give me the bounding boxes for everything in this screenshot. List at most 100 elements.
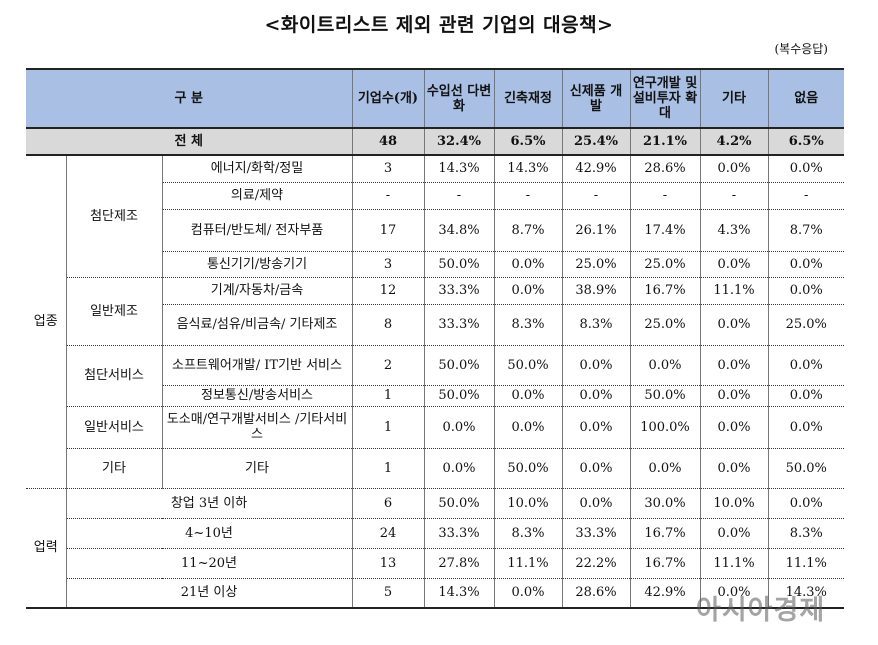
table-cell: 0.0% — [423, 448, 494, 489]
table-cell: 26.1% — [561, 209, 630, 252]
table-cell: 8.7% — [767, 209, 844, 252]
row-label: 4~10년 — [66, 518, 352, 549]
subgroup-advanced-manufacturing: 첨단제조 — [66, 155, 163, 278]
table-cell: 6 — [351, 488, 424, 519]
table-cell: 42.9% — [629, 578, 700, 609]
table-cell: - — [699, 182, 768, 210]
row-label: 기타 — [162, 448, 352, 489]
table-cell: 0.0% — [699, 518, 768, 549]
row-label: 11~20년 — [66, 548, 352, 579]
table-cell: 0.0% — [767, 277, 844, 305]
table-cell: 8 — [351, 304, 424, 346]
table-cell: 11.1% — [699, 277, 768, 305]
table-cell: 0.0% — [699, 155, 768, 183]
header-company-count: 기업수(개) — [351, 68, 424, 129]
subgroup-general-manufacturing: 일반제조 — [66, 277, 163, 346]
row-label: 음식료/섬유/비금속/ 기타제조 — [162, 304, 352, 346]
table-cell: 14.3% — [423, 155, 494, 183]
table-cell: - — [423, 182, 494, 210]
total-row: 전 체 48 32.4% 6.5% 25.4% 21.1% 4.2% 6.5% — [26, 128, 844, 156]
unit-note: (복수응답) — [774, 42, 828, 56]
table-cell: 0.0% — [699, 251, 768, 278]
table-cell: 16.7% — [629, 548, 700, 579]
table-cell: - — [767, 182, 844, 210]
table-cell: 25.0% — [629, 251, 700, 278]
table-cell: 8.3% — [561, 304, 630, 346]
table-cell: 11.1% — [767, 548, 844, 579]
table-cell: 0.0% — [699, 448, 768, 489]
table-cell: 50.0% — [423, 251, 494, 278]
table-cell: 1 — [351, 448, 424, 489]
table-cell: 4.2% — [699, 128, 768, 156]
table-cell: 0.0% — [767, 155, 844, 183]
table-row: 업력 창업 3년 이하 6 50.0% 10.0% 0.0% 30.0% 10.… — [26, 488, 844, 609]
table-cell: 0.0% — [493, 251, 562, 278]
table-cell: 8.3% — [493, 518, 562, 549]
table-cell: 0.0% — [767, 345, 844, 386]
table-cell: 14.3% — [423, 578, 494, 609]
group-history: 업력 — [26, 488, 67, 609]
table-cell: 0.0% — [493, 578, 562, 609]
table-cell: 30.0% — [629, 488, 700, 519]
table-cell: 8.7% — [493, 209, 562, 252]
row-label: 통신기기/방송기기 — [162, 251, 352, 278]
table-cell: 16.7% — [629, 277, 700, 305]
table-row: 11~20년 13 27.8% 11.1% 22.2% 16.7% 11.1% … — [26, 548, 844, 579]
table-cell: 38.9% — [561, 277, 630, 305]
table-cell: 33.3% — [423, 277, 494, 305]
table-cell: 21.1% — [629, 128, 700, 156]
table-cell: 6.5% — [493, 128, 562, 156]
table-cell: 0.0% — [629, 448, 700, 489]
table-cell: 25.0% — [629, 304, 700, 346]
table-cell: 11.1% — [699, 548, 768, 579]
subgroup-other: 기타 — [66, 448, 163, 489]
table-cell: 14.3% — [767, 578, 844, 609]
table-cell: 50.0% — [423, 385, 494, 407]
header-rnd-investment: 연구개발 및 설비투자 확대 — [629, 68, 700, 129]
header-other: 기타 — [699, 68, 768, 129]
group-industry: 업종 — [26, 155, 67, 489]
table-row: 정보통신/방송서비스 1 50.0% 0.0% 0.0% 50.0% 0.0% … — [26, 385, 844, 407]
subgroup-advanced-services: 첨단서비스 — [66, 345, 163, 407]
table-cell: 0.0% — [561, 406, 630, 449]
table-cell: 6.5% — [767, 128, 844, 156]
response-table: 구 분 기업수(개) 수입선 다변화 긴축재정 신제품 개발 연구개발 및 설비… — [26, 68, 844, 609]
table-row: 업종 첨단제조 에너지/화학/정밀 3 14.3% 14.3% 42.9% 28… — [26, 155, 844, 489]
table-cell: 0.0% — [493, 277, 562, 305]
table-row: 의료/제약 - - - - - - - — [26, 182, 844, 210]
table-cell: 25.0% — [561, 251, 630, 278]
table-cell: 8.3% — [493, 304, 562, 346]
header-new-product: 신제품 개발 — [561, 68, 630, 129]
table-cell: 17.4% — [629, 209, 700, 252]
table-cell: 0.0% — [767, 385, 844, 407]
table-row: 4~10년 24 33.3% 8.3% 33.3% 16.7% 0.0% 8.3… — [26, 518, 844, 549]
table-cell: 14.3% — [493, 155, 562, 183]
table-cell: 17 — [351, 209, 424, 252]
table-cell: 10.0% — [493, 488, 562, 519]
table-cell: 100.0% — [629, 406, 700, 449]
table-cell: 33.3% — [561, 518, 630, 549]
table-cell: 50.0% — [493, 448, 562, 489]
table-cell: 13 — [351, 548, 424, 579]
table-cell: 25.4% — [561, 128, 630, 156]
table-cell: 50.0% — [629, 385, 700, 407]
table-cell: 50.0% — [767, 448, 844, 489]
table-cell: 2 — [351, 345, 424, 386]
table-cell: 3 — [351, 251, 424, 278]
row-label: 21년 이상 — [66, 578, 352, 609]
table-cell: 0.0% — [699, 578, 768, 609]
table-cell: 27.8% — [423, 548, 494, 579]
table-cell: 1 — [351, 385, 424, 407]
table-cell: 3 — [351, 155, 424, 183]
watermark-logo: 아시아경제 — [696, 595, 826, 626]
table-cell: 0.0% — [699, 304, 768, 346]
table-title: <화이트리스트 제외 관련 기업의 대응책> — [264, 14, 614, 36]
table-cell: 0.0% — [699, 385, 768, 407]
table-cell: 22.2% — [561, 548, 630, 579]
table-row: 통신기기/방송기기 3 50.0% 0.0% 25.0% 25.0% 0.0% … — [26, 251, 844, 278]
table-cell: 0.0% — [423, 406, 494, 449]
table-cell: 0.0% — [493, 385, 562, 407]
table-cell: 0.0% — [561, 385, 630, 407]
table-row: 일반제조 기계/자동차/금속 12 33.3% 0.0% 38.9% 16.7%… — [26, 277, 844, 346]
table-cell: 32.4% — [423, 128, 494, 156]
